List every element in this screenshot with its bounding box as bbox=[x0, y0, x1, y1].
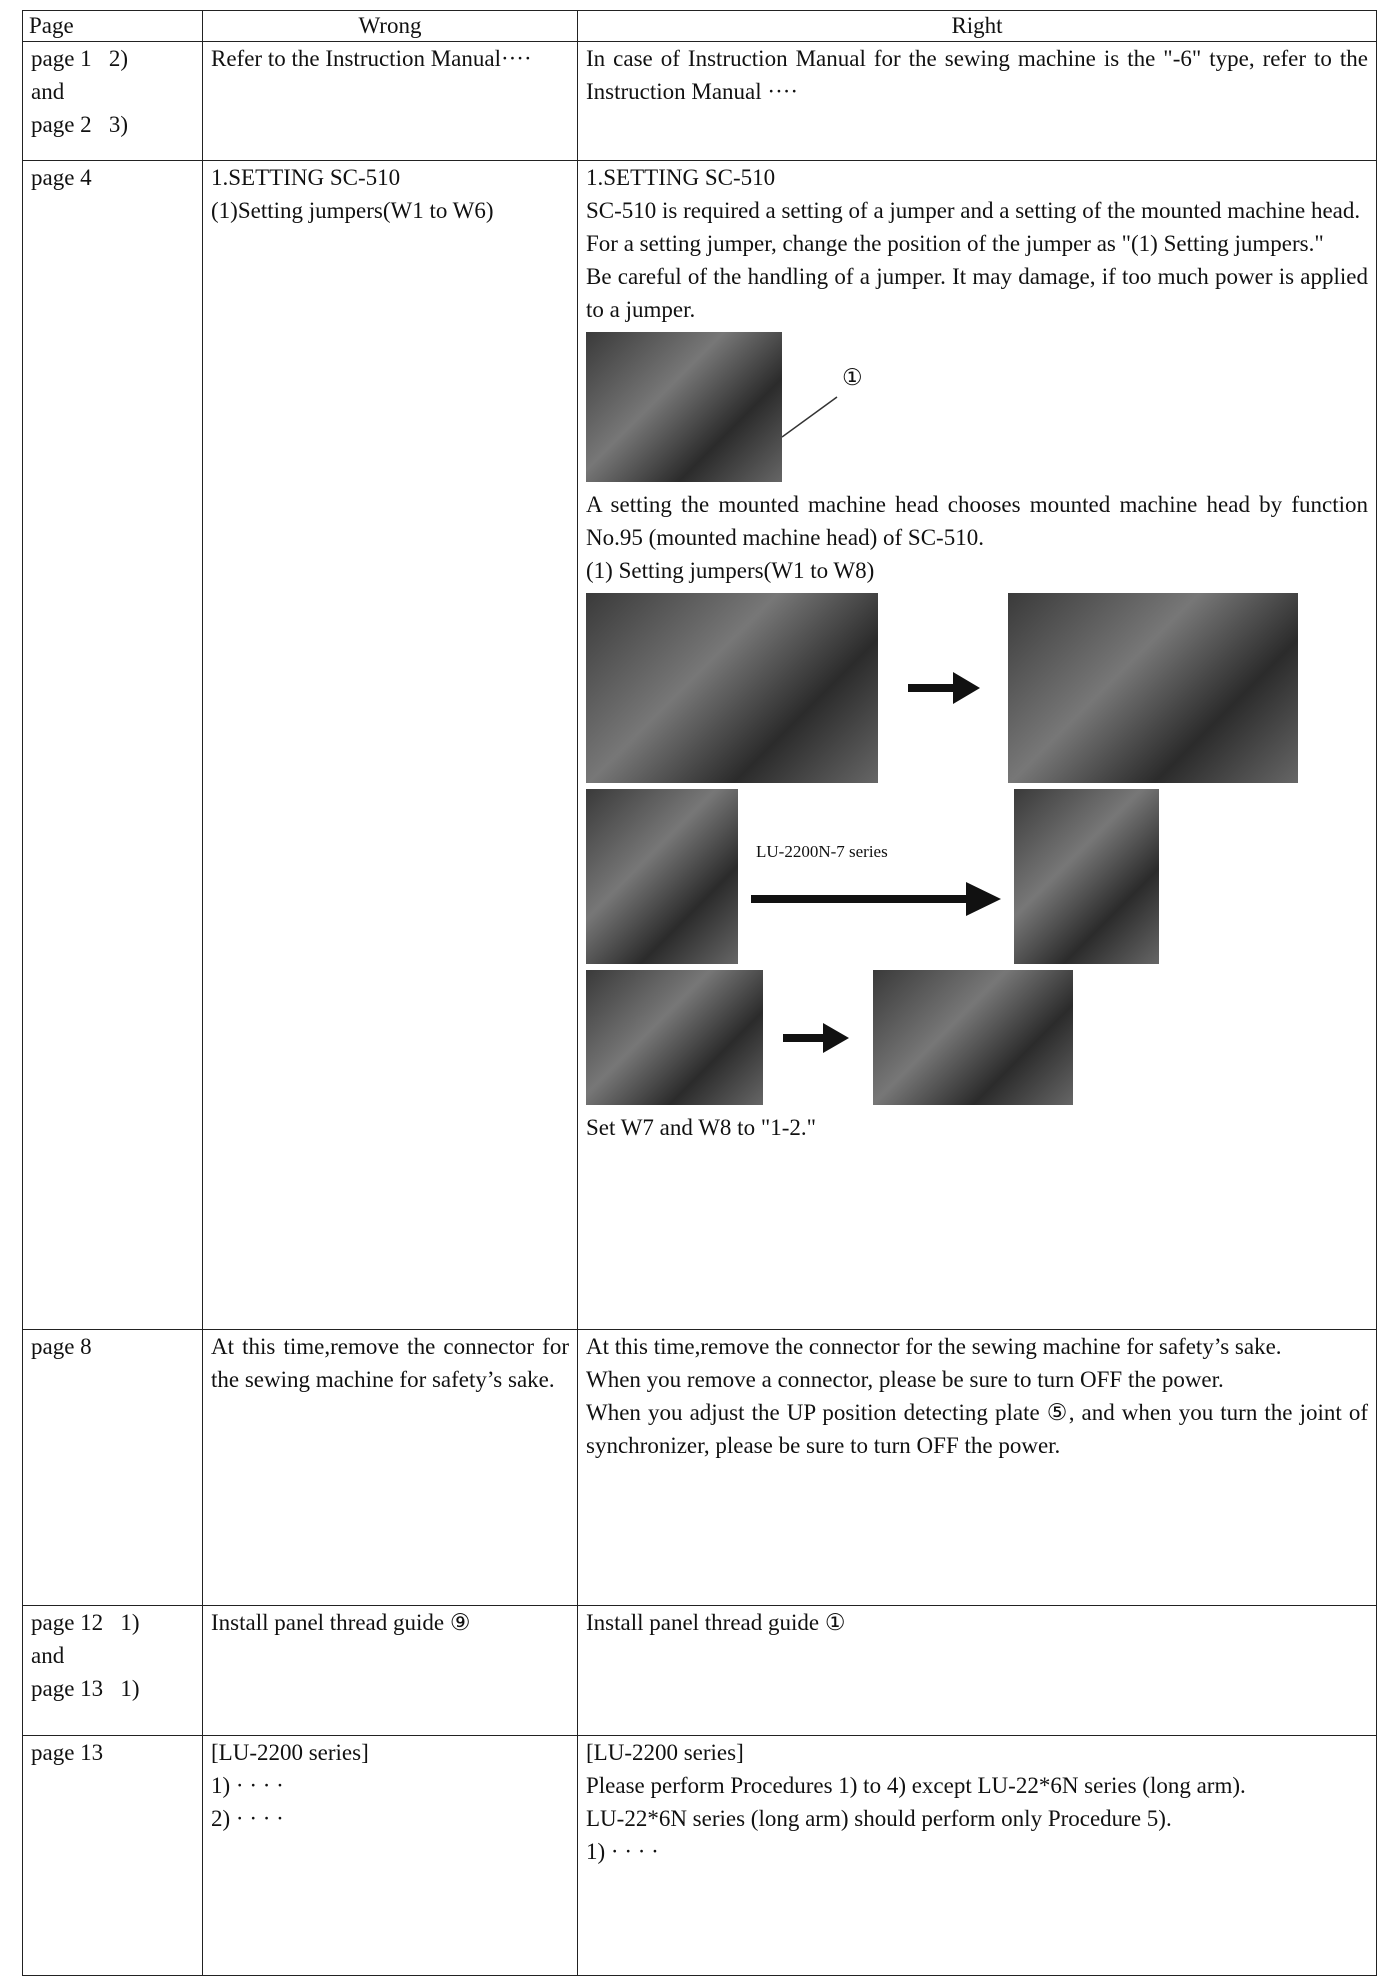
text: page 13 bbox=[31, 1740, 104, 1765]
header-cell: Right bbox=[577, 10, 1377, 42]
text: Refer to the Instruction Manual···· bbox=[211, 46, 532, 71]
right-cell: At this time,remove the connector for th… bbox=[577, 1329, 1377, 1606]
arrow-label: LU-2200N-7 series bbox=[756, 841, 888, 861]
image-row bbox=[586, 593, 1368, 783]
text: Be careful of the handling of a jumper. … bbox=[586, 264, 1368, 322]
photo bbox=[873, 970, 1073, 1105]
photo bbox=[586, 593, 878, 783]
text: LU-22*6N series (long arm) should perfor… bbox=[586, 1806, 1172, 1831]
text: page 12 1) bbox=[31, 1610, 140, 1635]
row: page 4 1.SETTING SC-510 (1)Setting jumper… bbox=[22, 160, 1377, 1330]
row: page 8 At this time,remove the connector… bbox=[22, 1329, 1377, 1606]
photo bbox=[1008, 593, 1298, 783]
text: Set W7 and W8 to "1-2." bbox=[586, 1115, 817, 1140]
text: SC-510 is required a setting of a jumper… bbox=[586, 198, 1361, 223]
wrong-cell: Refer to the Instruction Manual···· bbox=[202, 41, 578, 161]
text: page 8 bbox=[31, 1334, 92, 1359]
text: At this time,remove the connector for th… bbox=[211, 1334, 569, 1392]
header-row: Page Wrong Right bbox=[22, 10, 1377, 42]
text: 1.SETTING SC-510 bbox=[586, 165, 776, 190]
wrong-cell: [LU-2200 series] 1) · · · · 2) · · · · bbox=[202, 1735, 578, 1976]
row: page 1 2) and page 2 3) Refer to the Instr… bbox=[22, 41, 1377, 161]
photo bbox=[586, 789, 738, 964]
text: Install panel thread guide ① bbox=[586, 1610, 846, 1635]
page-cell: page 13 bbox=[22, 1735, 203, 1976]
image-row: ① bbox=[586, 332, 1368, 482]
text: 1.SETTING SC-510 bbox=[211, 165, 401, 190]
text: (1)Setting jumpers(W1 to W6) bbox=[211, 198, 494, 223]
right-cell: 1.SETTING SC-510 SC-510 is required a se… bbox=[577, 160, 1377, 1330]
right-cell: [LU-2200 series] Please perform Procedure… bbox=[577, 1735, 1377, 1976]
header-cell: Wrong bbox=[202, 10, 578, 42]
callout: ① bbox=[842, 364, 863, 390]
right-cell: Install panel thread guide ① bbox=[577, 1605, 1377, 1736]
text: 2) · · · · bbox=[211, 1806, 284, 1831]
text: [LU-2200 series] bbox=[211, 1740, 369, 1765]
leader-line bbox=[782, 396, 838, 438]
wrong-cell: At this time,remove the connector for th… bbox=[202, 1329, 578, 1606]
photo bbox=[586, 970, 763, 1105]
text: 1) · · · · bbox=[586, 1839, 659, 1864]
right-cell: In case of Instruction Manual for the se… bbox=[577, 41, 1377, 161]
text: (1) Setting jumpers(W1 to W8) bbox=[586, 558, 875, 583]
text: At this time,remove the connector for th… bbox=[586, 1334, 1282, 1359]
arrow bbox=[898, 668, 988, 708]
text: A setting the mounted machine head choos… bbox=[586, 492, 1368, 550]
text: Install panel thread guide ⑨ bbox=[211, 1610, 471, 1635]
text: 1) · · · · bbox=[211, 1773, 284, 1798]
text: page 13 1) bbox=[31, 1676, 140, 1701]
arrow: LU-2200N-7 series bbox=[746, 832, 1006, 922]
photo bbox=[586, 332, 782, 482]
text: For a setting jumper, change the positio… bbox=[586, 231, 1324, 256]
text: [LU-2200 series] bbox=[586, 1740, 744, 1765]
row: page 12 1) and page 13 1) Install panel th… bbox=[22, 1605, 1377, 1736]
arrow bbox=[773, 1018, 863, 1058]
errata-table: Page Wrong Right page 1 2) and page 2 3) R… bbox=[22, 10, 1377, 1976]
page-cell: page 4 bbox=[22, 160, 203, 1330]
photo bbox=[1014, 789, 1159, 964]
page-cell: page 1 2) and page 2 3) bbox=[22, 41, 203, 161]
text: In case of Instruction Manual for the se… bbox=[586, 46, 1368, 104]
text: and bbox=[31, 1643, 65, 1668]
image-row: LU-2200N-7 series bbox=[586, 789, 1368, 964]
header-cell: Page bbox=[22, 10, 203, 42]
image-row bbox=[586, 970, 1368, 1105]
text: page 1 2) bbox=[31, 46, 129, 71]
page-cell: page 8 bbox=[22, 1329, 203, 1606]
text: When you adjust the UP position detectin… bbox=[586, 1400, 1368, 1458]
wrong-cell: Install panel thread guide ⑨ bbox=[202, 1605, 578, 1736]
row: page 13 [LU-2200 series] 1) · · · · 2) · ·… bbox=[22, 1735, 1377, 1976]
text: When you remove a connector, please be s… bbox=[586, 1367, 1224, 1392]
page-cell: page 12 1) and page 13 1) bbox=[22, 1605, 203, 1736]
wrong-cell: 1.SETTING SC-510 (1)Setting jumpers(W1 to… bbox=[202, 160, 578, 1330]
text: Please perform Procedures 1) to 4) excep… bbox=[586, 1773, 1246, 1798]
text: and bbox=[31, 79, 65, 104]
text: page 4 bbox=[31, 165, 92, 190]
text: page 2 3) bbox=[31, 112, 129, 137]
